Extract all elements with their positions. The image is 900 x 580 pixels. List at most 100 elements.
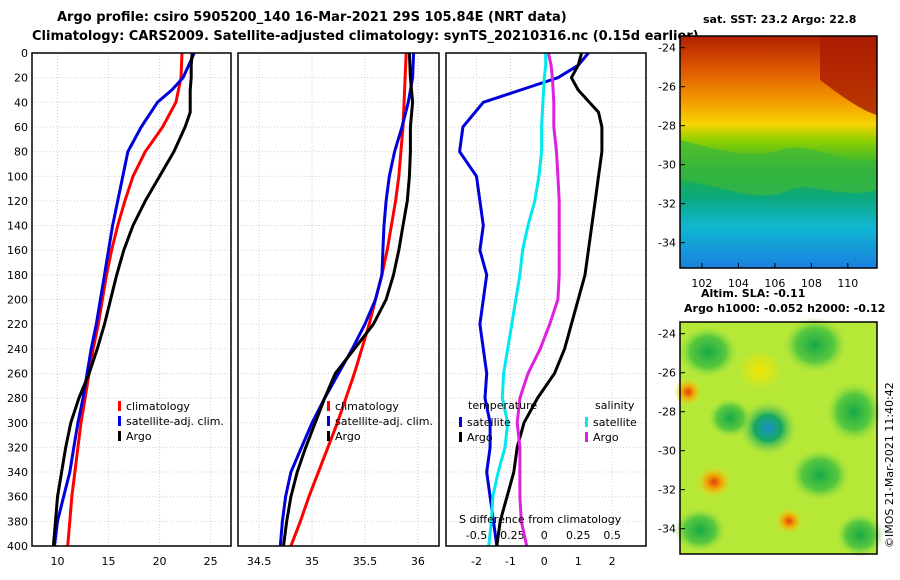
- sst-map-frame: [679, 35, 878, 269]
- x-tick-label-temperature: 0: [541, 555, 548, 568]
- x-tick-label: 10: [51, 555, 65, 568]
- legend-swatch-sal-argo: [585, 432, 588, 442]
- figure-title-line2: Climatology: CARS2009. Satellite-adjuste…: [32, 29, 699, 44]
- depth-tick-label: 0: [21, 47, 28, 60]
- legend-swatch-climatology: [118, 401, 121, 411]
- map-tick-label-y: -34: [658, 523, 676, 536]
- map-tick-label-y: -24: [658, 328, 676, 341]
- map-tick-label-y: -28: [658, 406, 676, 419]
- x-tick-label: 20: [153, 555, 167, 568]
- depth-tick-label: 320: [7, 441, 28, 454]
- legend-swatch-satellite: [118, 416, 121, 426]
- map-tick-label-x: 108: [801, 277, 822, 290]
- x-tick-label-temperature: -2: [471, 555, 482, 568]
- legend-title-temperature: temperature: [468, 399, 537, 412]
- legend-title-salinity: salinity: [595, 399, 635, 412]
- depth-tick-label: 380: [7, 515, 28, 528]
- temperature-panel: 10 15 20 25: [31, 52, 232, 568]
- depth-tick-label: 140: [7, 220, 28, 233]
- x-tick-label-temperature: 2: [609, 555, 616, 568]
- x-tick-label-salinity: 0.5: [603, 529, 621, 542]
- series-line-satellite-adj-clim-: [53, 52, 196, 547]
- series-line-argo: [282, 52, 415, 547]
- x-tick-label: 35: [305, 555, 319, 568]
- depth-tick-label: 200: [7, 294, 28, 307]
- depth-tick-label: 40: [14, 96, 28, 109]
- legend-label-temp-argo: Argo: [467, 431, 493, 444]
- x-tick-label: 35.5: [353, 555, 378, 568]
- depth-tick-label: 400: [7, 540, 28, 553]
- series-line-satellite-adj-clim-: [278, 52, 416, 547]
- sla-blob: [738, 400, 798, 456]
- map-tick-label-y: -26: [658, 81, 676, 94]
- x-tick-label-salinity: -0.25: [496, 529, 524, 542]
- plot-frame: [31, 52, 232, 547]
- depth-tick-label: 120: [7, 195, 28, 208]
- sst-map-title: sat. SST: 23.2 Argo: 22.8: [703, 13, 856, 26]
- legend-swatch-temp-satellite: [459, 417, 462, 427]
- sla-blob: [678, 326, 738, 378]
- sla-blob: [674, 508, 726, 552]
- sst-map-front: [680, 140, 877, 196]
- depth-tick-label: 20: [14, 72, 28, 85]
- sla-blob: [826, 382, 882, 442]
- legend-label-sal-argo: Argo: [593, 431, 619, 444]
- map-tick-label-y: -30: [658, 159, 676, 172]
- map-tick-label-y: -24: [658, 42, 676, 55]
- difference-panel: -2 -1 0 1 2 -0.5 -0.25 0 0.25 0.5: [445, 52, 647, 568]
- x-tick-label-temperature: 1: [575, 555, 582, 568]
- salinity-panel: 34.5 35 35.5 36: [237, 52, 440, 568]
- map-tick-label-y: -26: [658, 367, 676, 380]
- salinity-legend: climatology satellite-adj. clim. Argo: [327, 400, 433, 443]
- legend-swatch-sal-satellite: [585, 417, 588, 427]
- legend-label-argo-2: Argo: [335, 430, 361, 443]
- depth-axis: 0 20 40 60 80 100 120 140 160 180 200 220 240 260 280 3…: [7, 47, 28, 553]
- plot-frame: [445, 52, 647, 547]
- plot-frame: [237, 52, 440, 547]
- sla-map-title: Altim. SLA: -0.11: [701, 287, 805, 300]
- x-tick-label-salinity: 0: [541, 529, 548, 542]
- x-tick-label: 25: [204, 555, 218, 568]
- legend-label-climatology: climatology: [126, 400, 190, 413]
- depth-tick-label: 160: [7, 244, 28, 257]
- x-tick-label: 34.5: [247, 555, 272, 568]
- series-line-salinity-argo: [515, 52, 561, 547]
- legend-label-temp-satellite: satellite: [467, 416, 511, 429]
- sla-blob: [783, 317, 847, 373]
- map-tick-label-y: -34: [658, 237, 676, 250]
- series-line-temperature-argo: [495, 52, 604, 547]
- imos-credit: ©IMOS 21-Mar-2021 11:40:42: [883, 382, 896, 548]
- map-tick-label-y: -32: [658, 198, 676, 211]
- series-line-temperature-satellite: [458, 52, 590, 547]
- depth-tick-label: 60: [14, 121, 28, 134]
- sst-map-warm-corner: [820, 36, 877, 115]
- depth-tick-label: 80: [14, 146, 28, 159]
- series-line-salinity-satellite: [487, 53, 548, 547]
- series-line-argo: [51, 52, 194, 547]
- depth-tick-label: 360: [7, 491, 28, 504]
- legend-label-sal-satellite: satellite: [593, 416, 637, 429]
- sla-blob: [708, 398, 752, 438]
- figure-title-line1: Argo profile: csiro 5905200_140 16-Mar-2…: [57, 10, 567, 25]
- depth-tick-label: 240: [7, 343, 28, 356]
- x-tick-label-salinity: 0.25: [566, 529, 591, 542]
- legend-label-argo: Argo: [126, 430, 152, 443]
- depth-tick-label: 280: [7, 392, 28, 405]
- sla-blob: [775, 508, 803, 534]
- x-tick-label-salinity: -0.5: [466, 529, 487, 542]
- map-tick-label-y: -28: [658, 120, 676, 133]
- salinity-axis-title: S difference from climatology: [459, 513, 622, 526]
- sla-blob: [790, 449, 850, 501]
- x-tick-label: 15: [102, 555, 116, 568]
- legend-label-climatology-2: climatology: [335, 400, 399, 413]
- depth-tick-label: 100: [7, 170, 28, 183]
- series-line-climatology: [66, 52, 184, 547]
- legend-swatch-satellite-2: [327, 416, 330, 426]
- legend-swatch-argo: [118, 431, 121, 441]
- map-tick-label-y: -32: [658, 484, 676, 497]
- sla-map-frame: [679, 321, 878, 555]
- map-tick-label-x: 102: [691, 277, 712, 290]
- depth-tick-label: 340: [7, 466, 28, 479]
- map-tick-label-x: 106: [764, 277, 785, 290]
